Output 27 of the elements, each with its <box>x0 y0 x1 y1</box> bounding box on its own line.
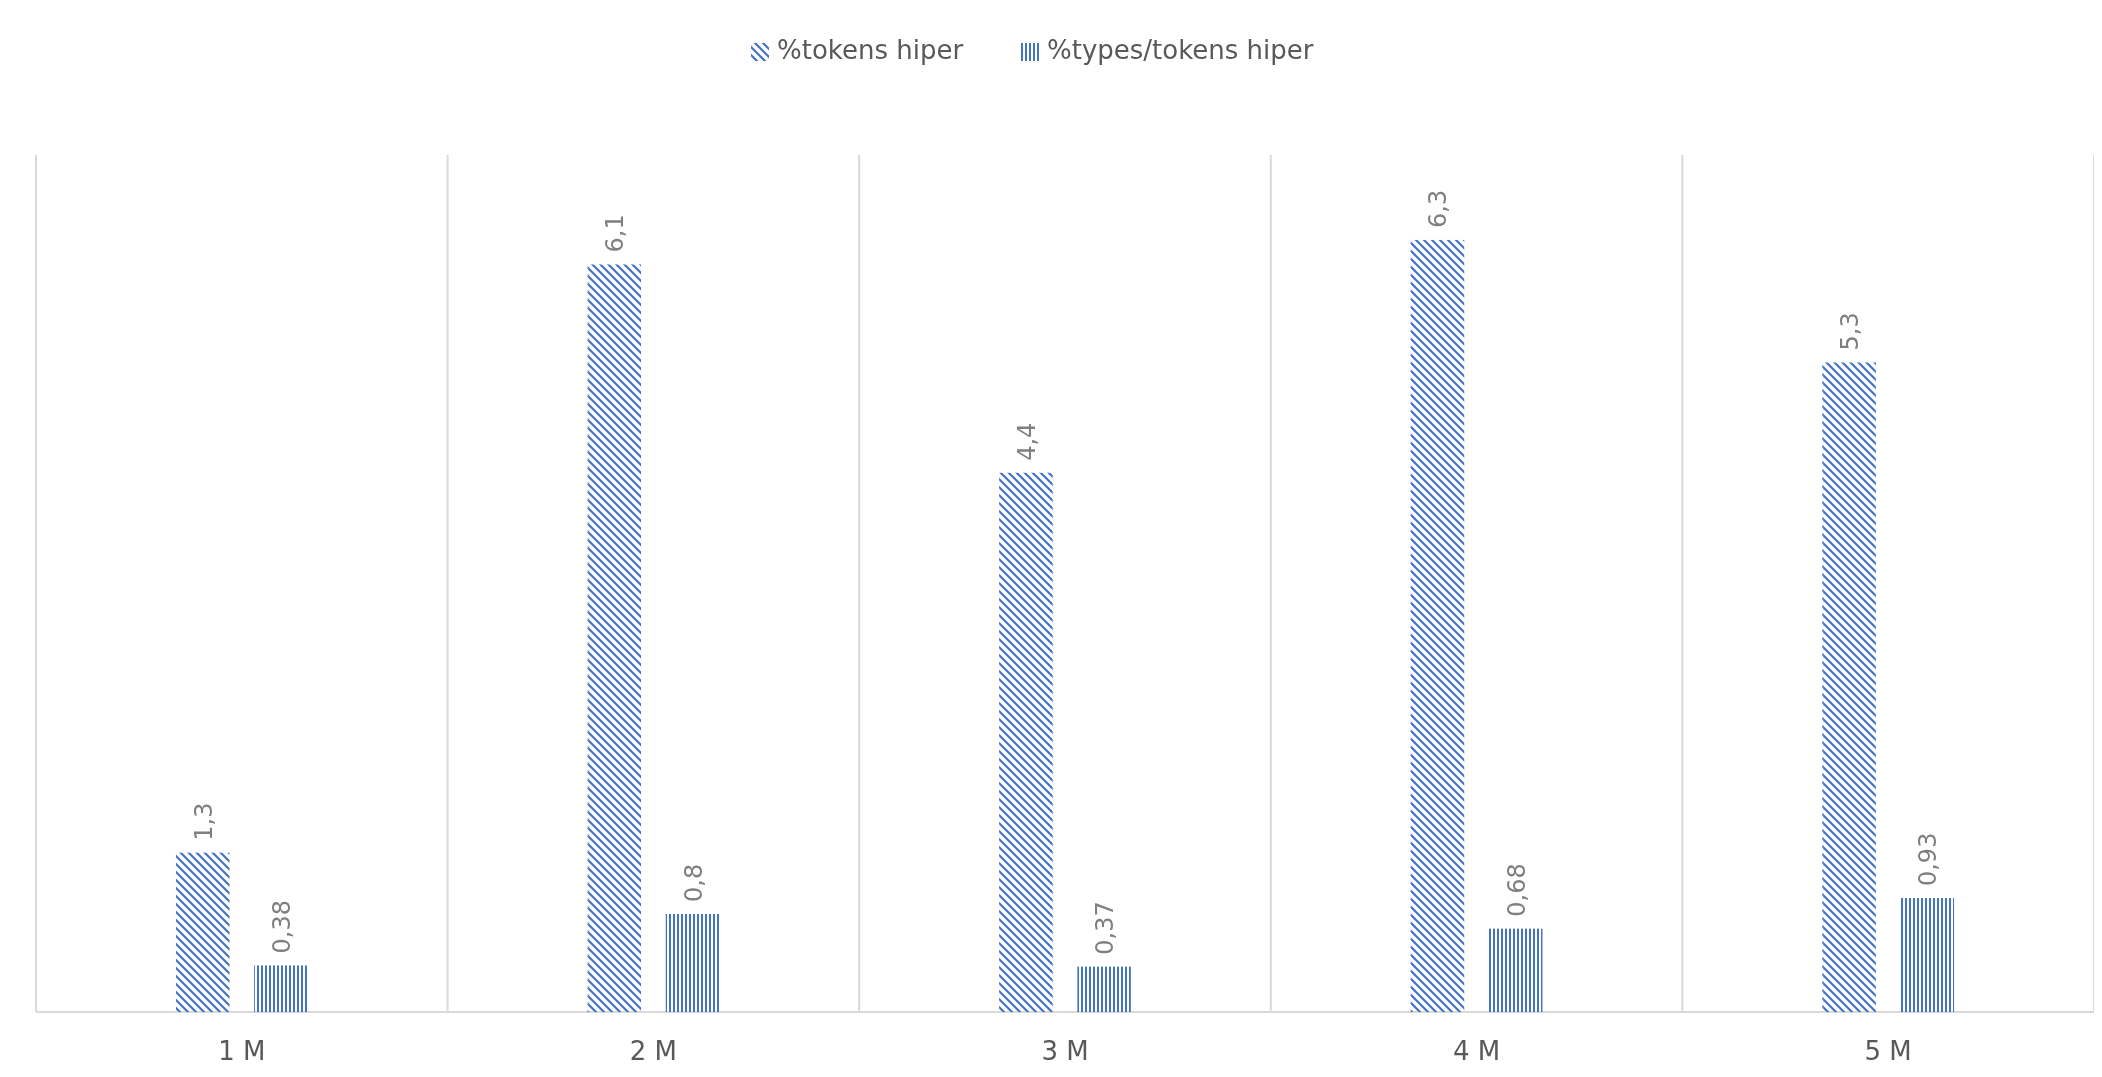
data-label: 0,38 <box>267 899 296 954</box>
data-label: 0,68 <box>1502 863 1531 917</box>
bar <box>1077 966 1131 1012</box>
data-label: 6,1 <box>601 214 630 253</box>
bar <box>1822 362 1876 1012</box>
bar <box>999 472 1053 1012</box>
data-label: 1,3 <box>189 802 218 841</box>
data-label: 6,3 <box>1424 189 1453 228</box>
data-label: 0,93 <box>1914 832 1943 887</box>
bar <box>1488 928 1543 1012</box>
x-tick-label: 1 M <box>218 1036 266 1066</box>
data-label: 0,8 <box>679 863 708 902</box>
legend-label: %types/tokens hiper <box>1047 35 1314 65</box>
x-tick-label: 2 M <box>629 1036 678 1066</box>
bar <box>665 913 720 1012</box>
data-label: 5,3 <box>1836 312 1865 351</box>
data-label: 4,4 <box>1012 422 1041 461</box>
data-label: 0,37 <box>1091 901 1120 955</box>
bar <box>175 852 230 1012</box>
bar <box>1410 239 1465 1012</box>
x-tick-label: 4 M <box>1452 1036 1501 1066</box>
bar <box>254 965 308 1012</box>
bar <box>1900 898 1955 1012</box>
x-tick-label: 3 M <box>1041 1036 1089 1066</box>
x-tick-label: 5 M <box>1864 1036 1912 1066</box>
bar <box>587 264 642 1012</box>
legend-label: %tokens hiper <box>777 35 964 65</box>
